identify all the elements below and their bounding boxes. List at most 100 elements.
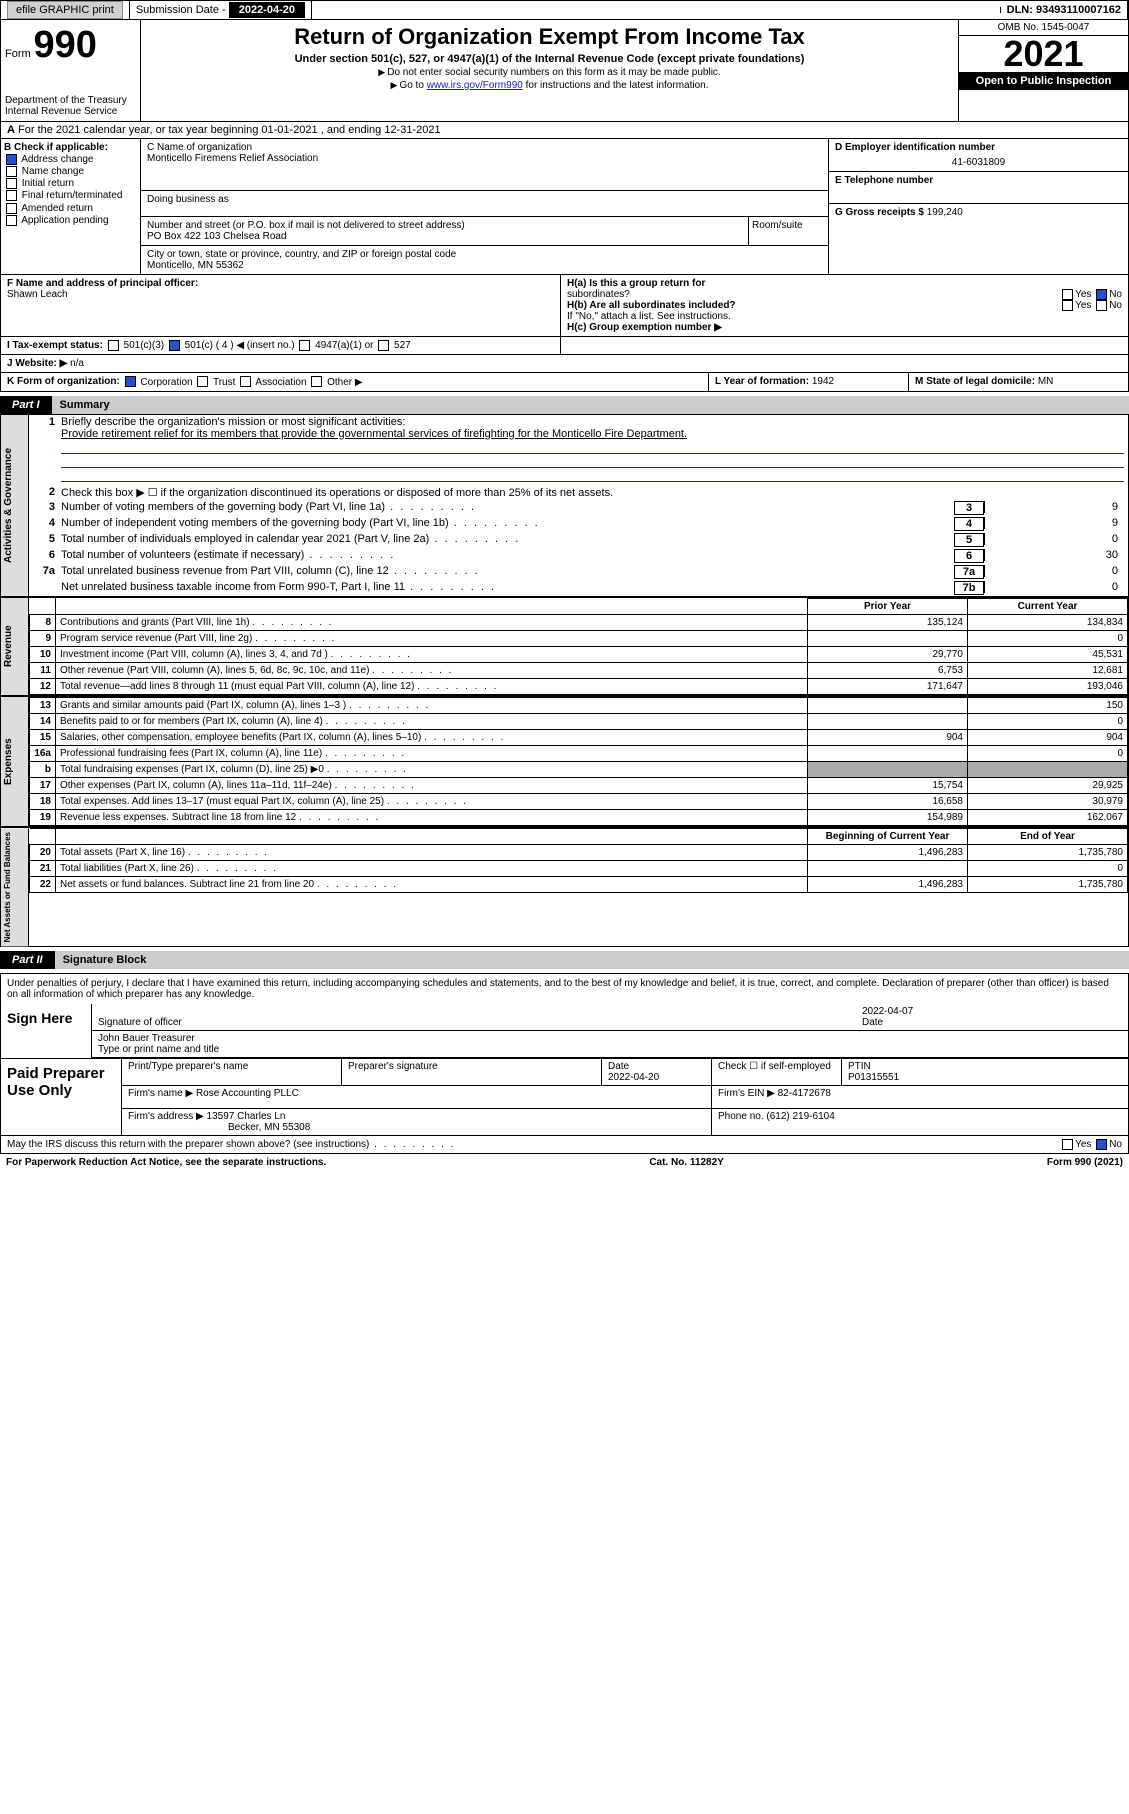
sign-here-label: Sign Here — [1, 1004, 91, 1058]
firm-addr2: Becker, MN 55308 — [228, 1122, 310, 1133]
b-check-0[interactable] — [6, 154, 17, 165]
note-ssn: Do not enter social security numbers on … — [387, 67, 720, 78]
paid-label: Paid Preparer Use Only — [1, 1059, 121, 1135]
form-ref: Form 990 (2021) — [1047, 1157, 1123, 1168]
b-option[interactable]: Final return/terminated — [4, 190, 137, 201]
py-val: 16,658 — [808, 793, 968, 809]
b-check-1[interactable] — [6, 166, 17, 177]
sig-date-label: Date — [862, 1017, 883, 1028]
table-row-text: Total assets (Part X, line 16) — [56, 844, 808, 860]
hb-yes-check[interactable] — [1062, 300, 1073, 311]
py-val: 6,753 — [808, 662, 968, 678]
line-val: 30 — [984, 549, 1124, 561]
prep-name-hdr: Print/Type preparer's name — [122, 1059, 342, 1085]
table-row-text: Total expenses. Add lines 13–17 (must eq… — [56, 793, 808, 809]
side-net: Net Assets or Fund Balances — [1, 828, 29, 946]
line-box: 4 — [954, 517, 984, 531]
k-label: K Form of organization: — [7, 377, 120, 388]
cat-no: Cat. No. 11282Y — [649, 1157, 723, 1168]
discuss-text: May the IRS discuss this return with the… — [7, 1139, 1060, 1150]
form-number: 990 — [33, 24, 96, 66]
phone-label: Phone no. — [718, 1111, 766, 1122]
cy-val: 1,735,780 — [968, 844, 1128, 860]
i-check-1[interactable] — [169, 340, 180, 351]
line-text: Number of independent voting members of … — [61, 517, 954, 529]
part2-title: Signature Block — [55, 951, 1129, 969]
b-check-5[interactable] — [6, 215, 17, 226]
part2-header: Part II Signature Block — [0, 951, 1129, 969]
py-val: 1,496,283 — [808, 844, 968, 860]
table-row-text: Salaries, other compensation, employee b… — [56, 729, 808, 745]
b-check-4[interactable] — [6, 203, 17, 214]
yes-label2: Yes — [1075, 300, 1091, 311]
e-label: E Telephone number — [835, 175, 933, 186]
discuss-no-check[interactable] — [1096, 1139, 1107, 1150]
line-box: 7b — [954, 581, 984, 595]
irs-label: Internal Revenue Service — [5, 106, 136, 117]
efile-button[interactable]: efile GRAPHIC print — [7, 1, 123, 19]
k-check-2[interactable] — [240, 376, 251, 387]
b-option[interactable]: Application pending — [4, 215, 137, 226]
cy-val: 30,979 — [968, 793, 1128, 809]
line-val: 9 — [984, 517, 1124, 529]
top-bar: efile GRAPHIC print Submission Date - 20… — [0, 0, 1129, 20]
i-check-3[interactable] — [378, 340, 389, 351]
line-text: Net unrelated business taxable income fr… — [61, 581, 954, 593]
expenses-section: Expenses 13Grants and similar amounts pa… — [0, 696, 1129, 827]
py-val: 135,124 — [808, 614, 968, 630]
line-text: Total number of individuals employed in … — [61, 533, 954, 545]
sig-officer-label: Signature of officer — [98, 1017, 182, 1028]
block-b-g: B Check if applicable: Address change Na… — [0, 139, 1129, 275]
dept-label: Department of the Treasury — [5, 95, 136, 106]
discuss-no: No — [1109, 1139, 1122, 1150]
form-word: Form — [5, 48, 31, 60]
hb-no-check[interactable] — [1096, 300, 1107, 311]
b-check-3[interactable] — [6, 190, 17, 201]
cy-val: 0 — [968, 713, 1128, 729]
firm-ein: 82-4172678 — [778, 1088, 831, 1099]
cy-val: 1,735,780 — [968, 876, 1128, 892]
b-check-2[interactable] — [6, 178, 17, 189]
i-check-2[interactable] — [299, 340, 310, 351]
b-option[interactable]: Amended return — [4, 203, 137, 214]
b-option[interactable]: Initial return — [4, 178, 137, 189]
self-emp-check[interactable]: Check ☐ if self-employed — [712, 1059, 842, 1085]
domicile-state: MN — [1038, 376, 1054, 387]
table-row-text: Revenue less expenses. Subtract line 18 … — [56, 809, 808, 825]
table-row-text: Total liabilities (Part X, line 26) — [56, 860, 808, 876]
perjury-text: Under penalties of perjury, I declare th… — [1, 974, 1128, 1004]
note-goto-pre: Go to — [399, 80, 426, 91]
ha-no-check[interactable] — [1096, 289, 1107, 300]
firm-addr1: 13597 Charles Ln — [207, 1111, 286, 1122]
prep-date: 2022-04-20 — [608, 1072, 659, 1083]
py-val: 15,754 — [808, 777, 968, 793]
irs-link[interactable]: www.irs.gov/Form990 — [427, 80, 523, 91]
open-inspection: Open to Public Inspection — [959, 72, 1128, 90]
eoy-hdr: End of Year — [968, 828, 1128, 844]
yes-label: Yes — [1075, 289, 1091, 300]
city-value: Monticello, MN 55362 — [147, 260, 822, 271]
l2-text: Check this box ▶ ☐ if the organization d… — [61, 486, 1124, 499]
table-row-text: Program service revenue (Part VIII, line… — [56, 630, 808, 646]
tax-year: 2021 — [959, 36, 1128, 72]
ha-yes-check[interactable] — [1062, 289, 1073, 300]
prior-year-hdr: Prior Year — [808, 598, 968, 614]
b-option[interactable]: Name change — [4, 166, 137, 177]
part1-tab: Part I — [0, 396, 52, 414]
discuss-yes-check[interactable] — [1062, 1139, 1073, 1150]
discuss-yes: Yes — [1075, 1139, 1091, 1150]
line-text: Number of voting members of the governin… — [61, 501, 954, 513]
block-f-m: F Name and address of principal officer:… — [0, 275, 1129, 392]
table-row-text: Total fundraising expenses (Part IX, col… — [56, 761, 808, 777]
b-option[interactable]: Address change — [4, 154, 137, 165]
k-check-3[interactable] — [311, 376, 322, 387]
i-check-0[interactable] — [108, 340, 119, 351]
py-val — [808, 745, 968, 761]
k-check-0[interactable] — [125, 376, 136, 387]
side-revenue: Revenue — [1, 598, 29, 695]
cy-val: 29,925 — [968, 777, 1128, 793]
cy-val: 150 — [968, 697, 1128, 713]
k-check-1[interactable] — [197, 376, 208, 387]
dba-label: Doing business as — [147, 194, 822, 205]
py-val: 1,496,283 — [808, 876, 968, 892]
